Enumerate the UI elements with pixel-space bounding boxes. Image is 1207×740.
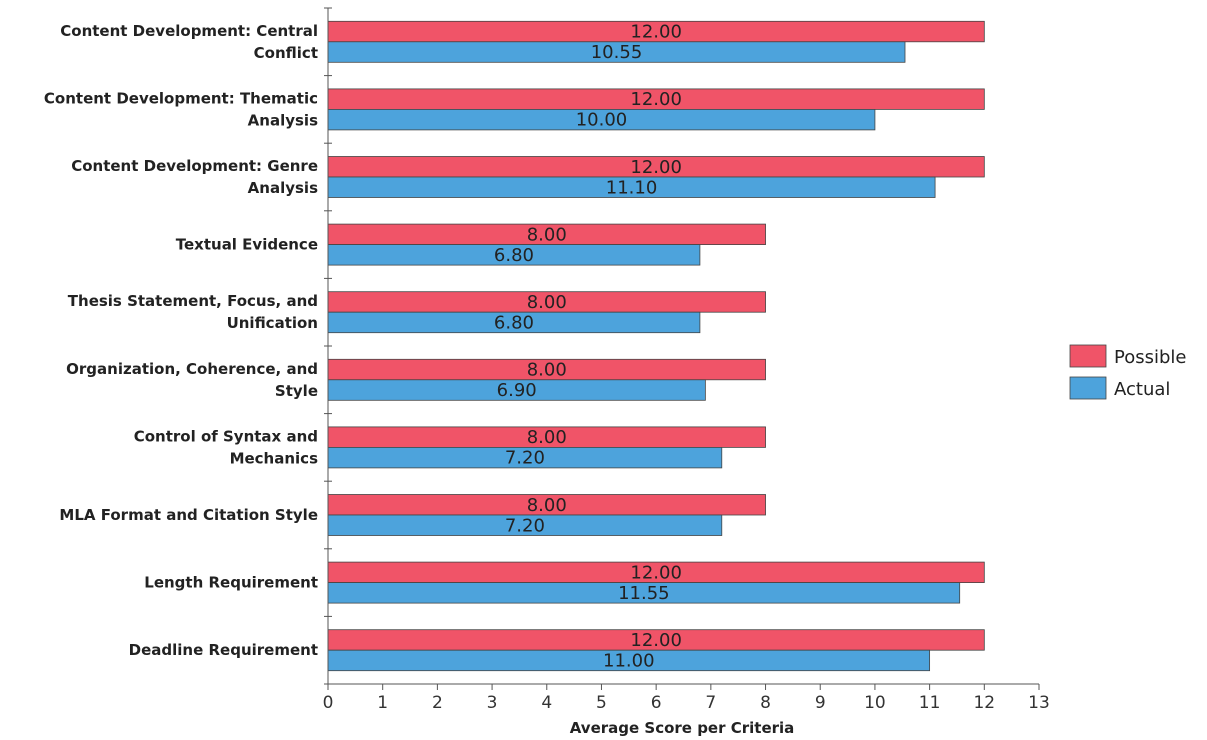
category-label: Content Development: Genre Analysis: [71, 157, 318, 197]
axes-group: Content Development: Central Conflict Cont…: [44, 7, 1050, 713]
data-label-actual: 11.55: [618, 583, 670, 604]
data-label-actual: 6.80: [494, 245, 534, 266]
legend-label-possible: Possible: [1114, 347, 1186, 368]
data-label-actual: 10.00: [576, 110, 628, 131]
x-axis-title: Average Score per Criteria: [570, 719, 795, 737]
x-tick-label: 5: [596, 693, 607, 713]
category-label: Content Development: Central Conflict: [60, 22, 318, 62]
category-label: Thesis Statement, Focus, and Unification: [68, 292, 318, 332]
x-tick-label: 9: [815, 693, 826, 713]
data-label-possible: 8.00: [527, 360, 567, 381]
data-label-possible: 8.00: [527, 224, 567, 245]
data-label-actual: 6.80: [494, 312, 534, 333]
category-label: MLA Format and Citation Style: [59, 506, 318, 524]
data-label-actual: 6.90: [497, 380, 537, 401]
data-label-possible: 12.00: [630, 562, 682, 583]
x-tick-label: 11: [919, 693, 941, 713]
x-tick-label: 0: [323, 693, 334, 713]
x-tick-label: 2: [432, 693, 443, 713]
category-label: Length Requirement: [144, 574, 318, 592]
category-label: Control of Syntax and Mechanics: [134, 427, 318, 467]
bars-group: 12.0010.5512.0010.0012.0011.108.006.808.…: [327, 20, 985, 671]
data-label-actual: 10.55: [591, 42, 643, 63]
x-tick-label: 3: [487, 693, 498, 713]
data-label-actual: 11.10: [606, 177, 658, 198]
x-tick-label: 10: [864, 693, 886, 713]
x-tick-label: 7: [705, 693, 716, 713]
x-tick-label: 8: [760, 693, 771, 713]
category-label: Content Development: Thematic Analysis: [44, 89, 318, 129]
x-tick-label: 13: [1028, 693, 1050, 713]
legend: Possible Actual: [1069, 344, 1186, 400]
legend-swatch-actual: [1069, 376, 1107, 400]
legend-label-actual: Actual: [1114, 379, 1170, 400]
x-tick-label: 12: [973, 693, 995, 713]
data-label-possible: 8.00: [527, 495, 567, 516]
category-label: Textual Evidence: [176, 236, 318, 254]
legend-swatch-possible: [1069, 344, 1107, 368]
data-label-possible: 8.00: [527, 427, 567, 448]
x-tick-label: 6: [651, 693, 662, 713]
data-label-possible: 12.00: [630, 630, 682, 651]
category-label: Organization, Coherence, and Style: [66, 360, 318, 400]
category-label: Deadline Requirement: [129, 641, 318, 659]
data-label-actual: 7.20: [505, 448, 545, 469]
data-label-possible: 12.00: [630, 22, 682, 43]
data-label-actual: 11.00: [603, 650, 655, 671]
data-label-possible: 12.00: [630, 89, 682, 110]
data-label-actual: 7.20: [505, 515, 545, 536]
data-label-possible: 8.00: [527, 292, 567, 313]
data-label-possible: 12.00: [630, 157, 682, 178]
x-tick-label: 4: [541, 693, 552, 713]
x-tick-label: 1: [377, 693, 388, 713]
